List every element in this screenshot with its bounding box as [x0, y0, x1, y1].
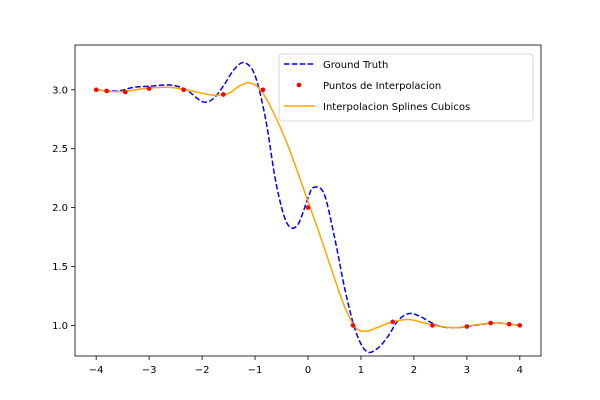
interpolation-point	[390, 319, 396, 325]
x-tick-label: 3	[464, 365, 470, 376]
legend-box	[278, 53, 534, 122]
y-tick-label: 3.0	[52, 85, 68, 96]
interpolation-point	[123, 89, 128, 95]
y-tick-label: 1.0	[52, 321, 68, 332]
legend-swatch-interpolation-points	[296, 82, 302, 88]
interpolation-point	[220, 92, 226, 97]
x-tick-label: −1	[248, 365, 263, 376]
x-tick-label: 0	[305, 365, 311, 376]
interpolation-point	[104, 88, 110, 94]
x-tick-label: −3	[142, 365, 157, 376]
plot-area	[74, 44, 542, 357]
x-axis: −4 −3 −2 −1 0 1 2 3 4	[89, 356, 523, 376]
interpolation-point	[350, 323, 356, 328]
interpolation-point	[506, 321, 512, 327]
x-tick-label: 2	[411, 365, 417, 376]
interpolation-point	[305, 205, 311, 210]
interpolation-point	[93, 87, 99, 93]
x-tick-label: −2	[195, 365, 210, 376]
interpolation-point	[146, 86, 152, 91]
legend-label-interpolation-points: Puntos de Interpolacion	[323, 81, 441, 92]
y-tick-label: 1.5	[52, 262, 68, 273]
y-axis: 1.0 1.5 2.0 2.5 3.0	[52, 85, 75, 332]
x-tick-label: 1	[358, 365, 364, 376]
interpolation-point	[464, 324, 470, 329]
interpolation-point	[488, 320, 493, 326]
legend-label-spline: Interpolacion Splines Cubicos	[323, 102, 470, 113]
series-layer	[93, 61, 523, 354]
y-tick-label: 2.5	[52, 144, 68, 155]
interpolation-point	[517, 323, 523, 328]
y-tick-label: 2.0	[52, 203, 68, 214]
interpolation-point	[181, 87, 186, 93]
x-tick-label: 4	[517, 365, 523, 376]
interpolation-point	[260, 87, 266, 93]
legend-label-ground-truth: Ground Truth	[323, 60, 388, 71]
x-tick-label: −4	[89, 365, 104, 376]
legend: Ground Truth Puntos de Interpolacion Inter…	[278, 53, 534, 122]
interpolation-point	[430, 323, 435, 328]
